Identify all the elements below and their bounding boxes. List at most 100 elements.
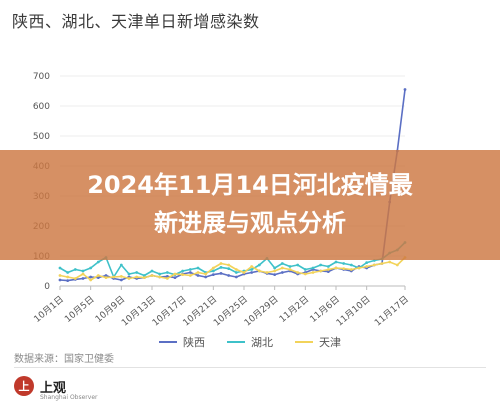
- data-point-tianjin: [58, 274, 62, 277]
- data-point-hubei: [227, 267, 231, 270]
- x-tick-label: 11月10日: [334, 294, 372, 329]
- data-point-shaanxi: [165, 275, 169, 278]
- x-tick-label: 11月17日: [373, 294, 411, 329]
- data-point-tianjin: [250, 265, 254, 268]
- data-point-tianjin: [288, 268, 292, 271]
- x-tick-label: 10月29日: [242, 294, 280, 329]
- data-point-hubei: [349, 263, 353, 267]
- data-point-tianjin: [257, 269, 261, 273]
- x-tick-label: 11月2日: [277, 294, 311, 325]
- x-axis: 10月1日10月5日10月9日10月13日10月17日10月21日10月25日1…: [32, 286, 411, 329]
- data-point-tianjin: [96, 274, 100, 277]
- data-point-hubei: [158, 272, 162, 276]
- data-point-hubei: [188, 268, 192, 271]
- data-point-tianjin: [181, 273, 185, 276]
- data-point-hubei: [150, 269, 154, 273]
- legend-item-tianjin: 天津: [295, 334, 341, 350]
- data-point-tianjin: [365, 265, 369, 268]
- data-source: 数据来源：国家卫健委: [14, 354, 114, 365]
- series-lines: [58, 88, 407, 282]
- headline-band: [0, 150, 500, 260]
- data-point-hubei: [196, 266, 200, 270]
- data-point-shaanxi: [196, 274, 200, 277]
- y-tick-label: 500: [33, 132, 50, 142]
- data-point-hubei: [273, 266, 277, 270]
- data-point-tianjin: [73, 277, 77, 280]
- data-point-shaanxi: [104, 274, 108, 277]
- legend-swatch-tianjin: [295, 341, 313, 343]
- data-point-shaanxi: [234, 275, 238, 279]
- data-point-tianjin: [165, 277, 169, 280]
- data-point-tianjin: [319, 269, 323, 273]
- data-point-shaanxi: [96, 276, 100, 279]
- data-point-tianjin: [66, 275, 70, 279]
- data-point-shaanxi: [326, 270, 330, 273]
- data-point-hubei: [334, 260, 338, 264]
- data-point-tianjin: [234, 268, 238, 271]
- data-point-hubei: [127, 272, 131, 276]
- data-point-tianjin: [112, 275, 116, 279]
- data-point-hubei: [73, 268, 77, 271]
- legend-label-shaanxi: 陕西: [183, 336, 205, 349]
- data-point-tianjin: [119, 275, 123, 278]
- data-point-tianjin: [81, 272, 85, 276]
- data-point-shaanxi: [273, 273, 277, 276]
- data-point-hubei: [319, 263, 323, 267]
- data-point-tianjin: [150, 274, 154, 277]
- data-point-shaanxi: [403, 88, 407, 91]
- footer-divider: [14, 367, 486, 368]
- y-tick-label: 700: [33, 72, 50, 82]
- data-point-hubei: [58, 266, 62, 270]
- data-point-shaanxi: [81, 277, 85, 280]
- data-point-tianjin: [173, 272, 177, 276]
- data-point-tianjin: [227, 263, 231, 267]
- data-point-shaanxi: [204, 275, 208, 279]
- data-point-tianjin: [142, 276, 146, 279]
- data-point-tianjin: [196, 271, 200, 274]
- data-point-tianjin: [265, 271, 269, 274]
- data-point-shaanxi: [89, 275, 93, 279]
- data-point-shaanxi: [219, 272, 223, 275]
- legend-label-tianjin: 天津: [319, 336, 341, 349]
- logo-mark-icon: 上: [14, 376, 34, 396]
- data-point-tianjin: [388, 260, 392, 264]
- data-point-hubei: [96, 260, 100, 264]
- data-point-tianjin: [349, 268, 353, 271]
- data-point-tianjin: [311, 271, 315, 274]
- data-point-hubei: [311, 266, 315, 270]
- data-point-tianjin: [395, 263, 399, 267]
- data-point-hubei: [303, 268, 307, 271]
- series-line-tianjin: [59, 256, 406, 281]
- logo-subtitle: Shanghai Observer: [40, 394, 98, 401]
- chart-title: 陕西、湖北、天津单日新增感染数: [12, 12, 260, 31]
- data-point-tianjin: [357, 266, 361, 270]
- data-point-shaanxi: [58, 278, 62, 282]
- data-point-tianjin: [158, 275, 162, 279]
- legend-item-shaanxi: 陕西: [159, 334, 205, 350]
- data-point-tianjin: [372, 263, 376, 267]
- data-point-hubei: [280, 262, 284, 265]
- data-point-hubei: [81, 269, 85, 273]
- data-point-tianjin: [380, 262, 384, 265]
- x-tick-label: 10月5日: [63, 294, 97, 325]
- data-point-hubei: [326, 265, 330, 268]
- data-point-tianjin: [188, 274, 192, 277]
- data-point-tianjin: [211, 266, 215, 270]
- data-point-tianjin: [326, 268, 330, 271]
- data-point-tianjin: [127, 277, 131, 280]
- data-point-shaanxi: [227, 274, 231, 277]
- data-point-tianjin: [89, 278, 93, 282]
- data-point-shaanxi: [188, 271, 192, 274]
- legend-swatch-hubei: [227, 341, 245, 343]
- data-point-hubei: [342, 262, 346, 265]
- data-point-tianjin: [280, 266, 284, 270]
- series-line-shaanxi: [59, 89, 406, 282]
- headline-line-1: 2024年11月14日河北疫情最: [87, 171, 413, 199]
- data-point-tianjin: [204, 272, 208, 276]
- data-point-hubei: [234, 271, 238, 274]
- data-point-shaanxi: [211, 273, 215, 276]
- headline-line-2: 新进展与观点分析: [154, 209, 346, 237]
- data-point-hubei: [135, 271, 139, 274]
- publisher-logo: 上 上观 Shanghai Observer: [14, 376, 97, 401]
- data-point-tianjin: [342, 267, 346, 270]
